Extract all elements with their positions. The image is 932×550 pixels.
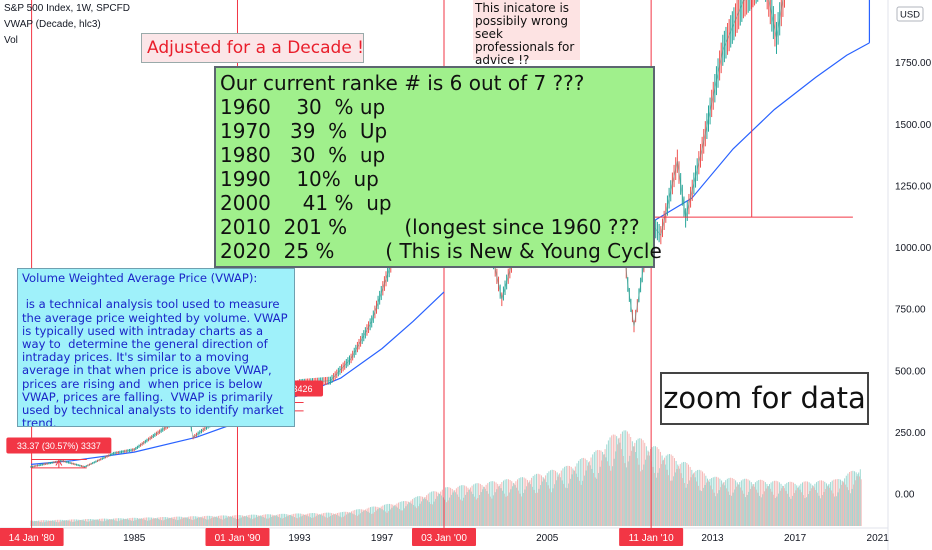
time-tick-label: 2005 [536,533,559,544]
vwap-segment [650,42,870,224]
price-tick-label: 0.00 [895,490,915,501]
time-tick-label: 1997 [371,533,394,544]
price-tick-label: 1000.00 [895,243,932,254]
measurement-arrow-head [55,459,63,466]
currency-label: USD [900,10,920,21]
measurement-label-bg [6,437,112,454]
session-break-label: 14 Jan '80 [9,533,55,544]
currency-badge [896,6,924,22]
session-break-label-bg [412,528,476,546]
legend-symbol[interactable]: S&P 500 Index, 1W, SPCFD [4,3,130,14]
price-tick-label: 500.00 [895,366,926,377]
session-break-label-bg [619,528,684,546]
price-tick-label: 250.00 [895,428,926,439]
zoom-annotation[interactable]: zoom for data [660,372,869,425]
session-break-label: 03 Jan '00 [421,533,467,544]
title-annotation[interactable]: Adjusted for a a Decade ! [141,33,364,63]
vwap-description-annotation[interactable]: Volume Weighted Average Price (VWAP): is… [17,268,295,427]
session-break-label-bg [205,528,270,546]
session-break-label: 11 Jan '10 [629,533,675,544]
time-tick-label: 2013 [701,533,724,544]
time-tick-label: 2021 [867,533,890,544]
price-tick-label: 1250.00 [895,181,932,192]
time-tick-label: 1985 [123,533,146,544]
legend-volume[interactable]: Vol [4,35,18,46]
price-tick-label: 750.00 [895,305,926,316]
warning-annotation[interactable]: This inicatore is possibily wrong seek p… [473,0,580,67]
volume-bars [30,430,862,526]
legend-indicator[interactable]: VWAP (Decade, hlc3) [4,19,101,30]
rank-annotation[interactable]: Our current ranke # is 6 out of 7 ??? 19… [214,66,662,268]
time-tick-label: 2017 [784,533,807,544]
session-break-label-bg [0,528,64,546]
price-tick-label: 1750.00 [895,58,932,69]
price-axis-panel [888,0,932,550]
time-tick-label: 1993 [288,533,311,544]
measurement-label: 33.37 (30.57%) 3337 [17,441,101,451]
session-break-label: 01 Jan '90 [215,533,261,544]
price-tick-label: 1500.00 [895,120,932,131]
